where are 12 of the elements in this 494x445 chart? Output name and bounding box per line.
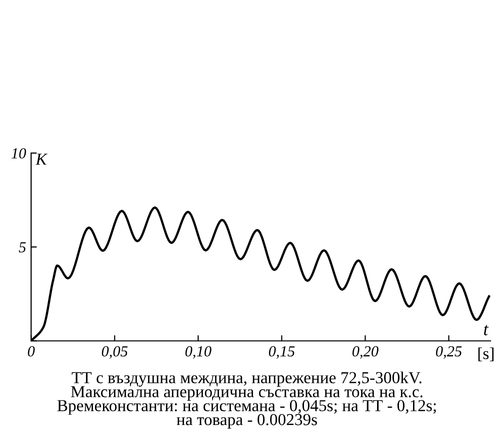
y-tick-label: 5 [18, 242, 26, 252]
text: ТТ с въздушна междина, напрежение 72,5-300kV. Максимална апериодична съставка на тока на к.с. Времеконстанти: на системана - 0,045s; на ТТ - 0,12s; на товара - 0.00239s [57, 372, 436, 429]
x-axis-title: t [484, 324, 489, 336]
x-tick-label: 0 [28, 346, 35, 356]
text: [s] [478, 347, 494, 362]
x-tick-label: 0,25 [436, 346, 462, 359]
x-tick-label: 0,20 [352, 346, 378, 359]
x-tick-label: 0,15 [268, 346, 295, 359]
x-tick-label: 0,05 [102, 346, 128, 359]
y-axis-title: K [36, 154, 48, 165]
x-tick-label: 0,10 [185, 346, 212, 359]
y-tick-label: 10 [12, 148, 26, 159]
